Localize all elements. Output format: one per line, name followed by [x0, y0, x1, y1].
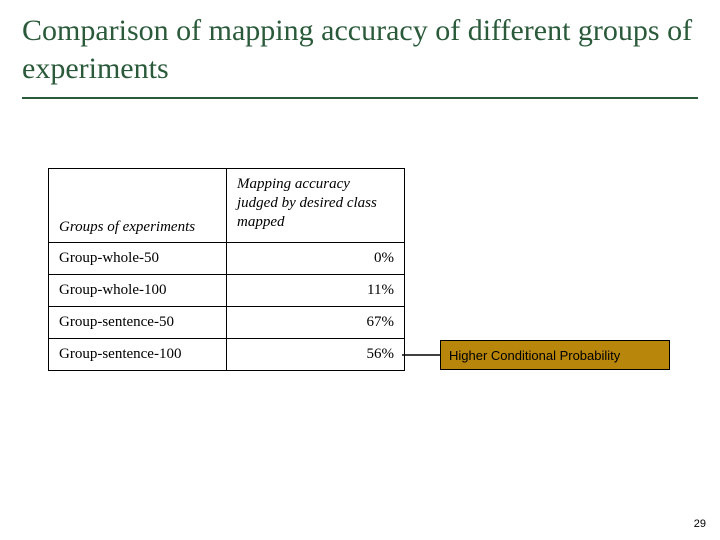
- title-underline: [22, 97, 698, 99]
- table-row: Group-whole-50 0%: [49, 243, 405, 275]
- row-label: Group-sentence-100: [49, 339, 227, 371]
- callout-text: Higher Conditional Probability: [449, 348, 620, 363]
- table-header-row: Groups of experiments Mapping accuracy j…: [49, 169, 405, 243]
- header-groups: Groups of experiments: [49, 169, 227, 243]
- table-row: Group-sentence-100 56%: [49, 339, 405, 371]
- slide-title: Comparison of mapping accuracy of differ…: [22, 12, 698, 87]
- callout-connector: [402, 343, 444, 363]
- row-label: Group-whole-50: [49, 243, 227, 275]
- table-row: Group-sentence-50 67%: [49, 307, 405, 339]
- accuracy-table-wrap: Groups of experiments Mapping accuracy j…: [48, 168, 405, 371]
- table-row: Group-whole-100 11%: [49, 275, 405, 307]
- slide-title-block: Comparison of mapping accuracy of differ…: [0, 0, 720, 93]
- accuracy-table: Groups of experiments Mapping accuracy j…: [48, 168, 405, 371]
- row-value: 56%: [227, 339, 405, 371]
- row-value: 67%: [227, 307, 405, 339]
- slide-number: 29: [694, 518, 706, 530]
- row-label: Group-sentence-50: [49, 307, 227, 339]
- callout-box: Higher Conditional Probability: [440, 340, 670, 370]
- row-value: 11%: [227, 275, 405, 307]
- header-accuracy: Mapping accuracy judged by desired class…: [227, 169, 405, 243]
- row-label: Group-whole-100: [49, 275, 227, 307]
- row-value: 0%: [227, 243, 405, 275]
